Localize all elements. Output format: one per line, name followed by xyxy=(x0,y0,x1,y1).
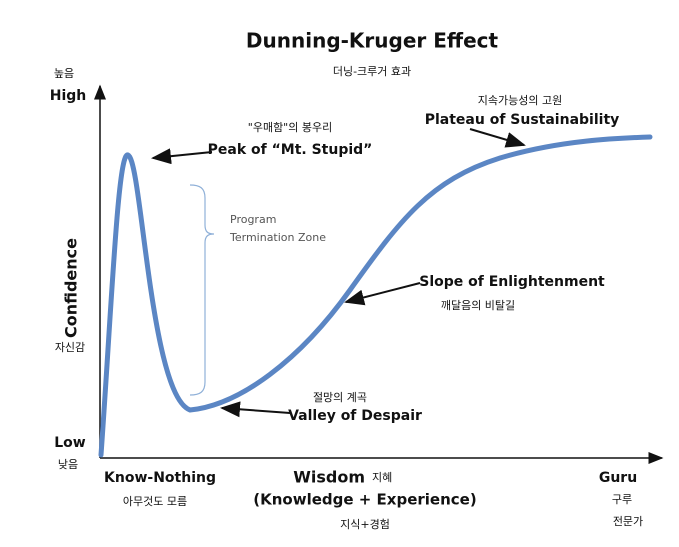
zone-line1: Program xyxy=(230,213,276,226)
zone-line2: Termination Zone xyxy=(229,231,326,244)
y-label: Confidence xyxy=(62,238,81,338)
y-label-ko: 자신감 xyxy=(55,341,85,354)
curve xyxy=(98,134,653,458)
valley-arrow xyxy=(220,401,291,418)
peak-ko: "우매함"의 봉우리 xyxy=(248,121,332,134)
x-end-ko: 구루 xyxy=(612,493,632,506)
slope-en: Slope of Enlightenment xyxy=(419,274,605,290)
slope-ko: 깨달음의 비탈길 xyxy=(441,299,515,312)
slope-arrow xyxy=(344,282,421,306)
x-end-ko2: 전문가 xyxy=(613,515,643,528)
peak-arrow xyxy=(151,148,213,165)
title: Dunning-Kruger Effect xyxy=(246,29,499,53)
valley-ko: 절망의 계곡 xyxy=(313,391,367,404)
plateau-ko: 지속가능성의 고원 xyxy=(478,94,562,107)
x-end: Guru xyxy=(599,470,637,486)
x-label: Wisdom xyxy=(293,468,365,487)
valley-en: Valley of Despair xyxy=(288,408,422,424)
x-label-detail: (Knowledge + Experience) xyxy=(253,491,476,509)
plateau-en: Plateau of Sustainability xyxy=(425,112,620,128)
x-label-detail-ko: 지식+경험 xyxy=(340,518,390,531)
y-high: High xyxy=(50,88,87,104)
y-low: Low xyxy=(54,435,86,451)
y-low-ko: 낮음 xyxy=(58,458,78,471)
peak-en: Peak of “Mt. Stupid” xyxy=(208,142,373,158)
x-start-ko: 아무것도 모름 xyxy=(123,495,187,508)
zone-bracket xyxy=(189,184,215,396)
plateau-arrow xyxy=(469,128,526,148)
subtitle: 더닝-크루거 효과 xyxy=(333,65,411,78)
x-start: Know-Nothing xyxy=(104,470,216,486)
x-label-ko: 지혜 xyxy=(372,471,392,484)
y-high-ko: 높음 xyxy=(54,67,74,80)
